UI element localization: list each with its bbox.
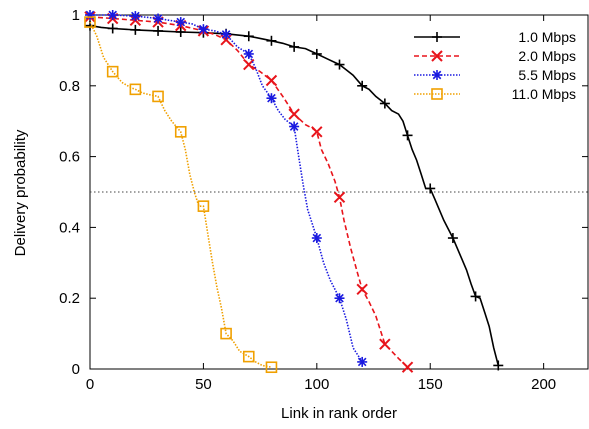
- legend-label-1-0-mbps: 1.0 Mbps: [518, 29, 576, 45]
- legend-item-2-0-mbps: 2.0 Mbps: [414, 48, 576, 64]
- data-point-11-0-mbps: [84, 16, 96, 28]
- series-line-5-5-mbps: [90, 14, 363, 363]
- legend-marker-11-0-mbps: [431, 88, 443, 100]
- data-point-2-0-mbps: [401, 361, 414, 373]
- series-line-2-0-mbps: [89, 16, 409, 368]
- legend-marker-5-5-mbps: [432, 70, 442, 80]
- data-point-11-0-mbps: [242, 350, 255, 363]
- y-tick-label: 0: [72, 361, 80, 378]
- data-point-5-5-mbps: [335, 293, 344, 303]
- legend-label-5-5-mbps: 5.5 Mbps: [518, 67, 576, 83]
- data-point-5-5-mbps: [312, 233, 322, 243]
- data-point-5-5-mbps: [267, 93, 276, 103]
- data-point-2-0-mbps: [220, 34, 232, 46]
- x-tick-label: 50: [195, 376, 212, 393]
- series-1-0-mbps: [85, 20, 504, 371]
- series-line-1-0-mbps: [89, 24, 500, 366]
- data-point-5-5-mbps: [131, 11, 140, 21]
- legend-marker-2-0-mbps: [431, 50, 443, 62]
- data-point-11-0-mbps: [129, 83, 142, 96]
- data-point-11-0-mbps: [106, 65, 119, 78]
- x-tick-label: 0: [86, 376, 94, 393]
- series-line-11-0-mbps: [89, 21, 272, 368]
- y-tick-label: 1: [72, 7, 80, 24]
- data-point-5-5-mbps: [176, 17, 186, 27]
- x-axis-label: Link in rank order: [281, 405, 397, 422]
- data-point-5-5-mbps: [221, 30, 231, 39]
- legend-item-11-0-mbps: 11.0 Mbps: [414, 86, 576, 102]
- x-tick-label: 200: [531, 376, 556, 393]
- data-point-2-0-mbps: [356, 283, 368, 296]
- legend-item-1-0-mbps: 1.0 Mbps: [414, 29, 576, 45]
- data-point-2-0-mbps: [333, 191, 346, 204]
- data-point-5-5-mbps: [199, 24, 208, 34]
- data-point-11-0-mbps: [220, 327, 232, 340]
- data-point-11-0-mbps: [152, 90, 164, 103]
- legend-label-2-0-mbps: 2.0 Mbps: [518, 48, 576, 64]
- x-tick-label: 150: [418, 376, 443, 393]
- y-tick-label: 0.4: [59, 219, 80, 236]
- data-point-11-0-mbps: [265, 361, 278, 374]
- y-tick-label: 0.2: [59, 290, 80, 307]
- legend-label-11-0-mbps: 11.0 Mbps: [512, 86, 576, 102]
- data-point-11-0-mbps: [174, 126, 187, 138]
- data-point-2-0-mbps: [379, 338, 391, 350]
- x-tick-label: 100: [304, 376, 329, 393]
- axes: 0 50 100 150 200 0 0.2 0.4 0.6 0.8 1: [59, 7, 589, 393]
- data-point-2-0-mbps: [288, 108, 300, 120]
- data-point-5-5-mbps: [153, 14, 163, 23]
- y-axis-label: Delivery probability: [12, 129, 29, 256]
- data-point-5-5-mbps: [244, 49, 254, 59]
- data-point-2-0-mbps: [243, 58, 255, 71]
- data-point-2-0-mbps: [265, 74, 278, 87]
- data-point-5-5-mbps: [357, 357, 367, 367]
- series-5-5-mbps: [85, 10, 368, 367]
- legend: 1.0 Mbps 2.0 Mbps 5.5 Mbps 11.0 Mbps: [414, 29, 576, 102]
- y-tick-label: 0.8: [59, 78, 80, 95]
- data-point-5-5-mbps: [108, 10, 117, 20]
- series-11-0-mbps: [84, 16, 278, 374]
- y-tick-label: 0.6: [59, 149, 80, 166]
- data-point-5-5-mbps: [289, 122, 299, 131]
- data-point-11-0-mbps: [197, 200, 210, 212]
- series-layer: [84, 10, 504, 374]
- data-point-2-0-mbps: [311, 126, 323, 138]
- legend-item-5-5-mbps: 5.5 Mbps: [414, 67, 576, 83]
